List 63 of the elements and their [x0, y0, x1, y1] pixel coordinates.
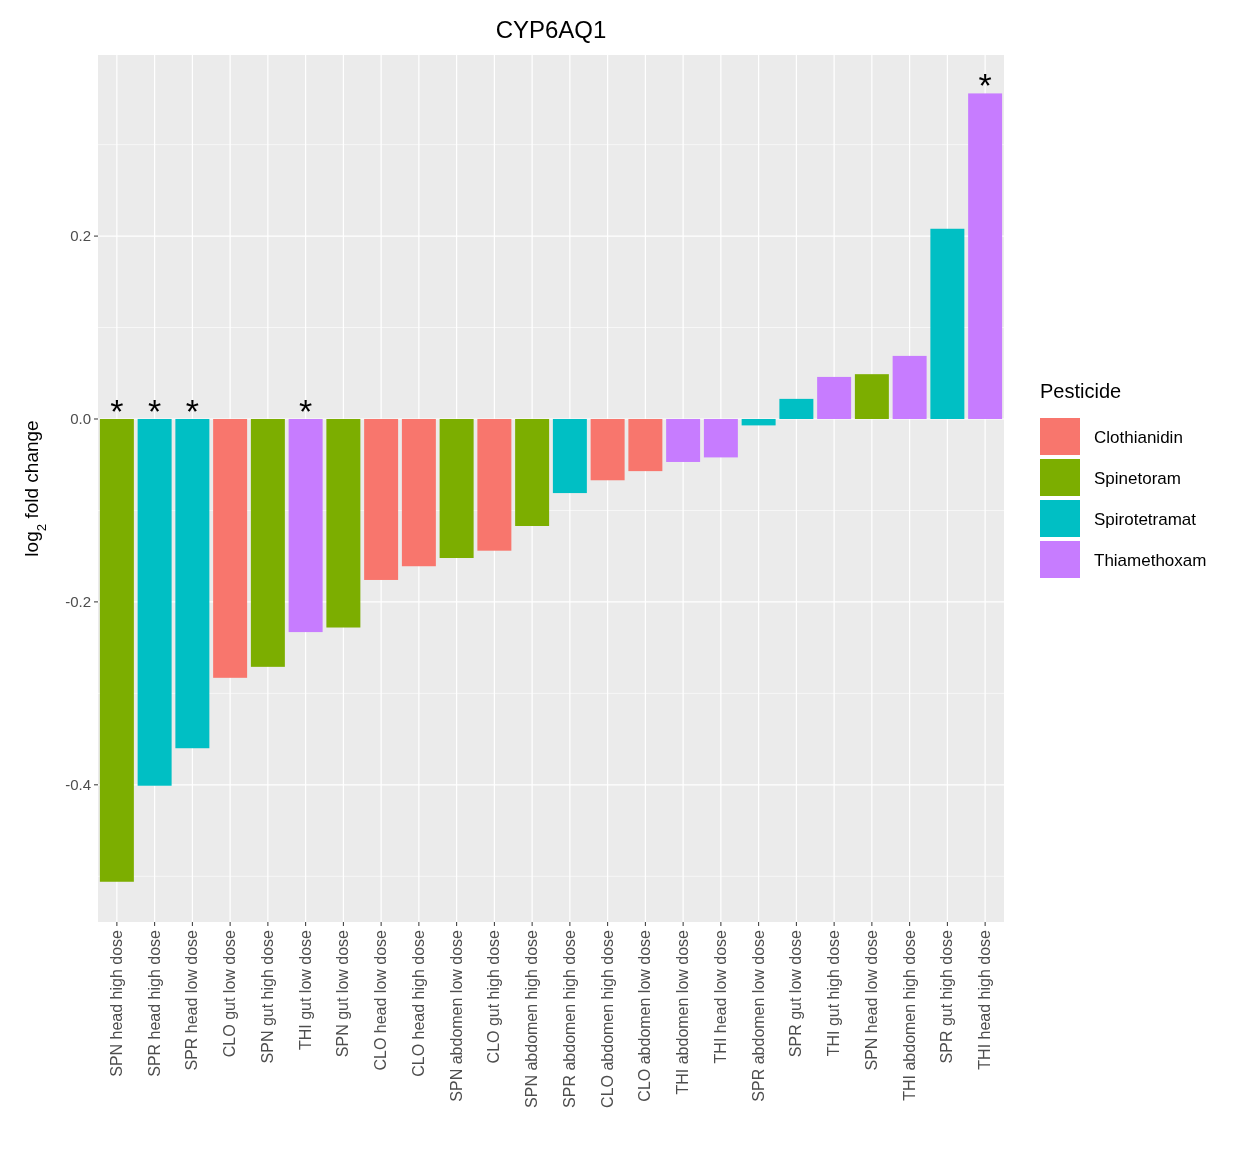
bar	[666, 418, 701, 462]
bar	[477, 418, 512, 551]
legend-label: Spirotetramat	[1094, 509, 1197, 529]
x-tick-label: THI head high dose	[976, 929, 994, 1070]
bar	[817, 376, 852, 419]
bar	[590, 418, 625, 481]
y-tick-label: -0.4	[65, 776, 91, 794]
bar	[930, 228, 965, 419]
x-tick-label: SPN gut low dose	[334, 929, 352, 1058]
x-tick-label: CLO head low dose	[372, 929, 390, 1071]
x-tick-label: SPR head low dose	[183, 929, 201, 1071]
x-tick-label: SPN head high dose	[107, 929, 125, 1077]
bar	[854, 374, 889, 419]
x-tick-label: THI abdomen low dose	[674, 929, 692, 1095]
x-tick-label: THI head low dose	[711, 929, 729, 1064]
x-tick-label: SPR gut low dose	[787, 929, 805, 1058]
x-tick-label: SPR head high dose	[145, 929, 163, 1077]
annotation: *	[185, 391, 199, 430]
bar	[703, 418, 738, 458]
bar	[741, 418, 776, 426]
bar	[515, 418, 550, 526]
bar	[326, 418, 361, 628]
bar	[137, 418, 172, 786]
x-tick-label: CLO abdomen low dose	[636, 929, 654, 1102]
annotation: *	[978, 66, 992, 105]
x-tick-label: CLO abdomen high dose	[598, 929, 616, 1108]
x-tick-label: CLO head high dose	[409, 929, 427, 1077]
bar	[175, 418, 210, 749]
x-tick-label: THI gut high dose	[825, 929, 843, 1057]
legend-title: Pesticide	[1040, 380, 1122, 402]
x-tick-label: SPR gut high dose	[938, 929, 956, 1064]
x-tick-label: CLO gut low dose	[221, 929, 239, 1058]
bar	[288, 418, 323, 633]
x-tick-label: SPN abdomen high dose	[523, 929, 541, 1108]
y-tick-label: 0.2	[70, 227, 91, 245]
annotation: *	[148, 391, 162, 430]
bar	[439, 418, 474, 559]
bar	[364, 418, 399, 580]
bar	[628, 418, 663, 472]
bar	[250, 418, 285, 667]
x-tick-label: SPR abdomen high dose	[560, 929, 578, 1108]
bar	[552, 418, 587, 494]
x-tick-label: CLO gut high dose	[485, 929, 503, 1064]
legend-label: Spinetoram	[1094, 468, 1181, 488]
bar	[401, 418, 436, 567]
x-tick-label: THI abdomen high dose	[900, 929, 918, 1101]
x-tick-label: THI gut low dose	[296, 929, 314, 1051]
annotation: *	[110, 391, 124, 430]
legend-label: Thiamethoxam	[1094, 550, 1207, 570]
x-tick-label: SPN head low dose	[862, 929, 880, 1071]
bar	[892, 355, 927, 419]
x-tick-label: SPN abdomen low dose	[447, 929, 465, 1102]
x-tick-label: SPR abdomen low dose	[749, 929, 767, 1102]
legend-label: Clothianidin	[1094, 427, 1183, 447]
bar	[779, 398, 814, 419]
bar	[99, 418, 134, 882]
y-tick-label: 0.0	[70, 410, 91, 428]
y-tick-label: -0.2	[65, 593, 91, 611]
chart-title: CYP6AQ1	[495, 16, 607, 43]
bar	[968, 93, 1003, 419]
x-tick-label: SPN gut high dose	[258, 929, 276, 1064]
bar	[213, 418, 248, 678]
annotation: *	[299, 391, 313, 430]
